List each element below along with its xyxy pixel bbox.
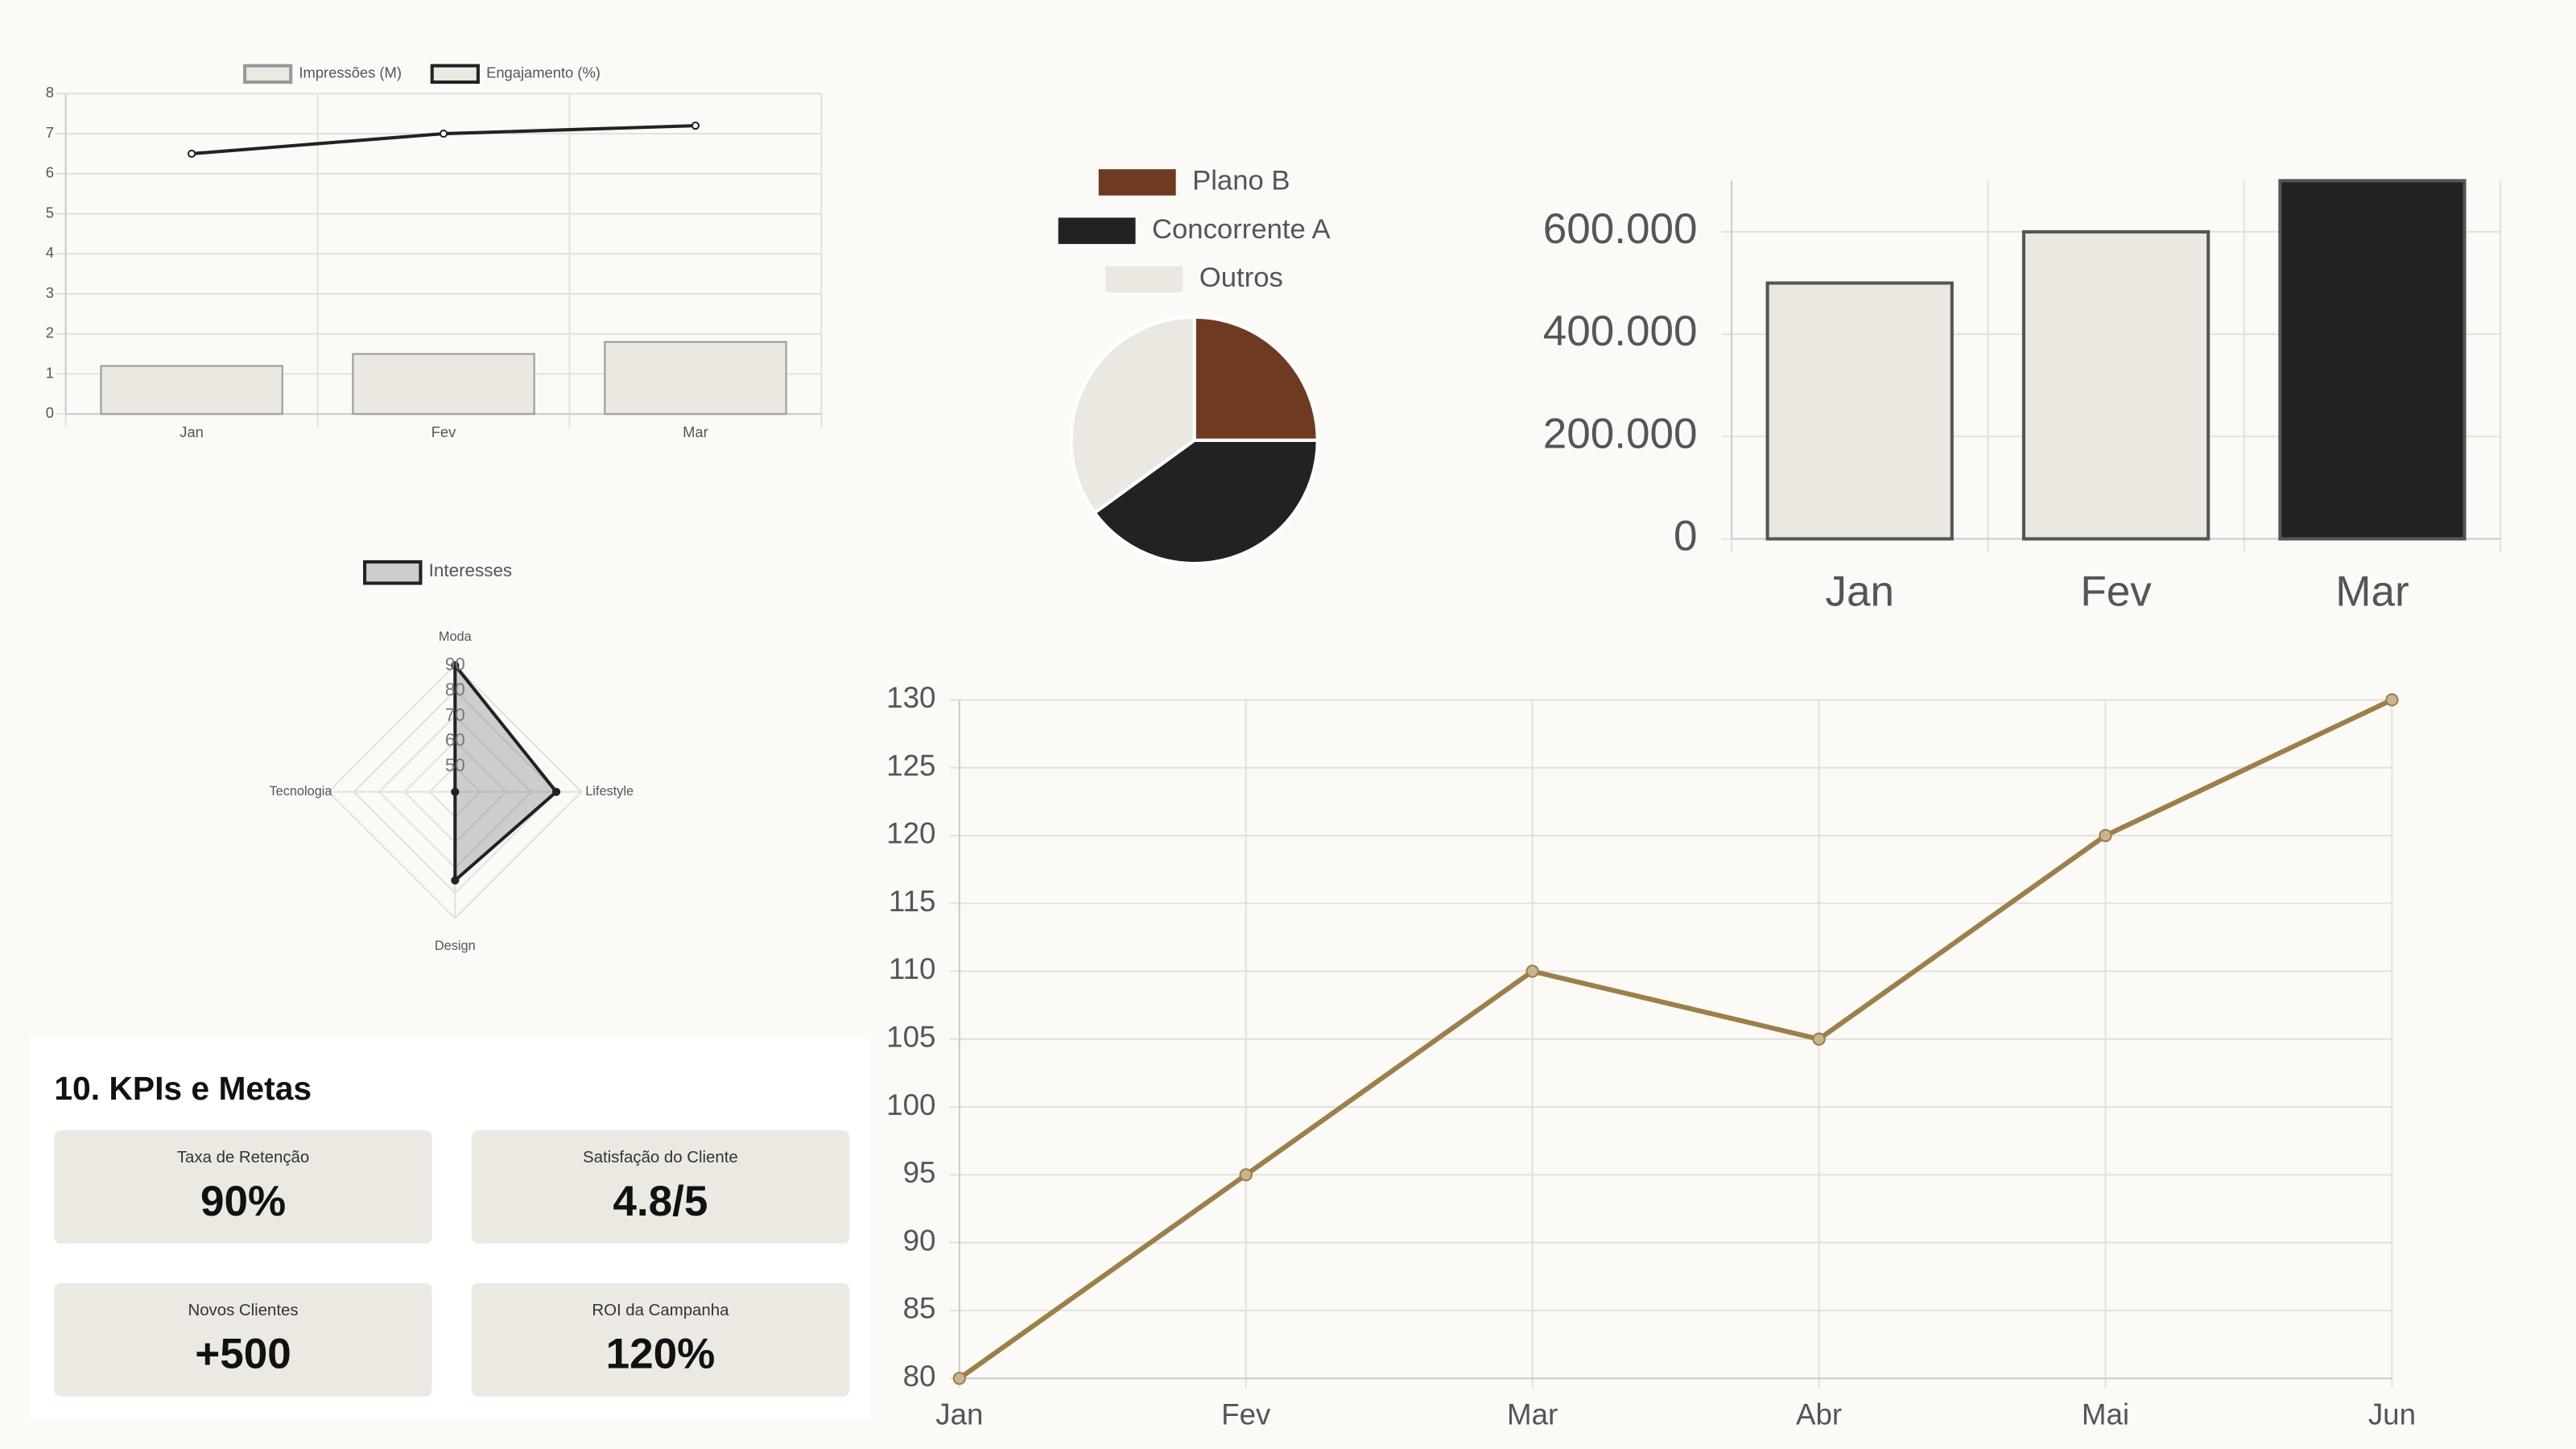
legend-swatch	[1105, 266, 1183, 293]
kpi-label: Satisfação do Cliente	[583, 1149, 738, 1166]
point	[551, 787, 561, 796]
r-tick-label: 60	[445, 730, 465, 750]
legend-label: Concorrente A	[1152, 214, 1331, 245]
pie-slice	[1192, 315, 1319, 442]
x-tick-label: Fev	[2080, 568, 2152, 615]
r-tick-label: 70	[445, 704, 465, 724]
legend-label: Plano B	[1192, 166, 1290, 196]
y-tick-label: 2	[46, 324, 54, 341]
kpi-label: Taxa de Retenção	[177, 1149, 309, 1166]
line	[958, 697, 2393, 1381]
y-tick-label: 0	[1674, 512, 1698, 559]
r-tick-label: 80	[445, 679, 465, 700]
radar-label: Lifestyle	[585, 784, 634, 799]
point	[1525, 964, 1539, 978]
x-tick-label: Fev	[1221, 1398, 1271, 1431]
point	[2099, 828, 2112, 843]
legend-label: Interesses	[429, 560, 513, 580]
point	[451, 787, 460, 796]
y-tick-label: 7	[46, 124, 54, 141]
x-tick-label: Fev	[431, 423, 456, 440]
point	[1812, 1032, 1826, 1046]
point	[2385, 693, 2399, 707]
point	[952, 1372, 966, 1385]
y-tick-label: 100	[886, 1088, 935, 1121]
y-tick-label: 400.000	[1543, 308, 1698, 355]
point	[451, 876, 460, 885]
bar	[352, 353, 535, 415]
kpi-title: 10. KPIs e Metas	[54, 1070, 312, 1107]
bar	[100, 365, 283, 415]
y-tick-label: 115	[889, 885, 936, 918]
legend-swatch	[430, 64, 480, 85]
y-tick-label: 110	[889, 952, 936, 985]
kpi-value: +500	[195, 1331, 291, 1378]
point	[187, 149, 196, 159]
x-tick-label: Mar	[1507, 1398, 1558, 1431]
x-tick-label: Jan	[1825, 568, 1894, 615]
x-tick-label: Jan	[180, 423, 204, 440]
legend-label: Engajamento (%)	[486, 64, 601, 81]
pie-slice	[1092, 438, 1319, 566]
y-tick-label: 120	[886, 817, 935, 850]
point	[451, 661, 460, 670]
kpi-card	[471, 1282, 850, 1397]
kpi-label: Novos Clientes	[188, 1302, 298, 1319]
legend-swatch	[363, 559, 423, 585]
x-tick-label: Jun	[2368, 1398, 2416, 1431]
y-tick-label: 200.000	[1543, 410, 1698, 457]
y-tick-label: 8	[46, 84, 54, 101]
r-tick-label: 50	[445, 755, 465, 775]
point	[691, 122, 700, 130]
y-tick-label: 3	[46, 284, 54, 301]
y-tick-label: 4	[46, 244, 54, 261]
kpi-value: 4.8/5	[613, 1178, 708, 1225]
y-tick-label: 125	[886, 749, 935, 782]
legend-label: Impressões (M)	[299, 64, 402, 81]
x-tick-label: Jan	[935, 1398, 983, 1431]
point	[1239, 1168, 1253, 1182]
y-tick-label: 1	[46, 364, 54, 381]
legend-swatch	[243, 64, 293, 85]
x-tick-label: Mar	[683, 423, 708, 440]
bar	[2278, 179, 2467, 541]
legend-swatch	[1098, 169, 1176, 196]
kpi-label: ROI da Campanha	[592, 1302, 729, 1319]
y-tick-label: 5	[46, 204, 54, 221]
radar-area	[453, 660, 559, 885]
x-tick-label: Mar	[2335, 568, 2409, 615]
r-tick-label: 90	[445, 654, 465, 674]
radar-label: Moda	[439, 630, 473, 644]
kpi-value: 90%	[200, 1178, 286, 1225]
radar-label: Tecnologia	[269, 784, 332, 799]
y-tick-label: 130	[886, 681, 935, 714]
y-tick-label: 0	[46, 404, 54, 421]
point	[439, 129, 448, 138]
bar	[604, 341, 787, 415]
bar	[2021, 230, 2211, 541]
kpi-card	[471, 1130, 850, 1244]
x-tick-label: Abr	[1796, 1398, 1842, 1431]
y-tick-label: 85	[903, 1292, 936, 1325]
pie-slice	[1069, 315, 1196, 515]
kpi-value: 120%	[606, 1331, 716, 1378]
y-tick-label: 600.000	[1543, 205, 1698, 253]
legend-label: Outros	[1199, 262, 1283, 293]
legend-swatch	[1058, 217, 1136, 245]
radar-label: Design	[435, 939, 476, 953]
y-tick-label: 6	[46, 164, 54, 181]
x-tick-label: Mai	[2082, 1398, 2129, 1431]
kpi-card	[54, 1282, 432, 1397]
y-tick-label: 80	[903, 1360, 936, 1393]
bar	[1765, 281, 1954, 541]
y-tick-label: 105	[886, 1021, 935, 1054]
y-tick-label: 95	[903, 1156, 936, 1189]
y-tick-label: 90	[903, 1224, 936, 1257]
kpi-card	[54, 1130, 432, 1244]
